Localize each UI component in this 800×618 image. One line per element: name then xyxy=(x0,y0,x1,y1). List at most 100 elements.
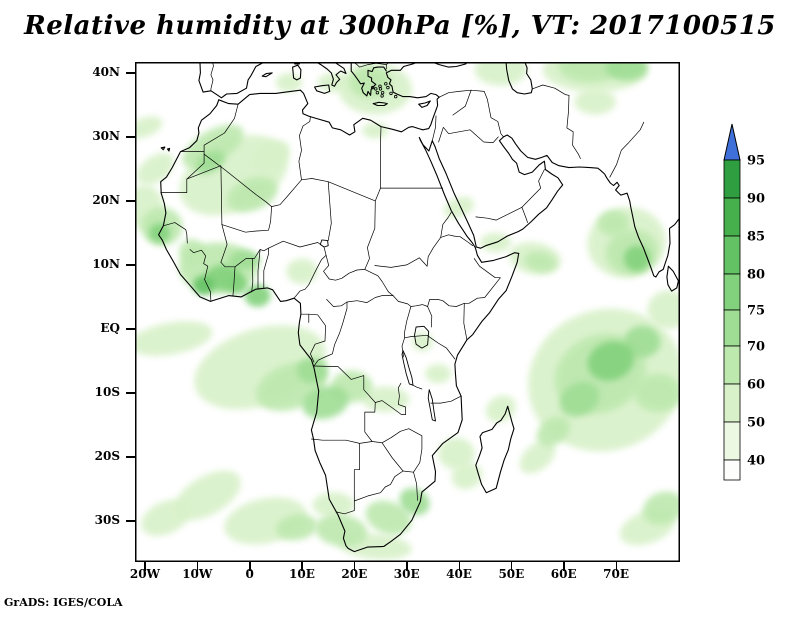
country-border xyxy=(426,334,456,360)
humidity-region xyxy=(135,116,163,139)
humidity-region xyxy=(624,325,661,358)
colorbar-label: 75 xyxy=(747,304,765,319)
y-axis-label: 10N xyxy=(92,256,120,271)
humidity-region xyxy=(597,210,630,237)
x-axis-tickmark xyxy=(458,562,461,571)
y-axis-tickmark xyxy=(126,72,135,74)
country-border xyxy=(220,224,228,263)
country-border xyxy=(181,103,239,152)
x-axis-tickmark xyxy=(144,562,146,571)
humidity-region xyxy=(647,290,680,329)
coastline xyxy=(418,100,431,108)
humidity-region xyxy=(312,492,355,518)
humidity-region xyxy=(451,462,483,490)
humidity-region xyxy=(182,124,244,169)
country-border xyxy=(463,302,468,341)
humidity-region xyxy=(519,440,556,474)
humidity-region xyxy=(634,373,680,413)
y-axis-label: 20N xyxy=(92,192,120,207)
country-border xyxy=(427,306,433,328)
country-border xyxy=(323,254,366,281)
island xyxy=(380,91,385,95)
humidity-region xyxy=(559,381,600,417)
coastline xyxy=(372,101,388,107)
country-border xyxy=(404,334,428,339)
island xyxy=(389,91,393,96)
humidity-shading xyxy=(135,62,680,560)
humidity-region xyxy=(136,152,175,185)
country-border xyxy=(353,470,404,502)
humidity-region xyxy=(193,275,215,295)
humidity-region xyxy=(623,245,651,272)
humidity-region xyxy=(642,491,680,525)
y-axis-label: 10S xyxy=(94,384,120,399)
x-axis-label: 20E xyxy=(341,567,368,581)
country-border xyxy=(204,279,212,302)
country-border xyxy=(463,258,501,304)
y-axis-tickmark xyxy=(126,520,135,522)
x-axis-label: 20W xyxy=(129,567,161,581)
humidity-region xyxy=(179,239,206,265)
country-border xyxy=(609,121,645,178)
coastline xyxy=(292,64,302,81)
x-axis-label: 10W xyxy=(182,567,213,581)
country-border xyxy=(438,89,485,98)
x-axis-label: 40E xyxy=(446,567,472,581)
humidity-region xyxy=(574,88,617,115)
x-axis-tickmark xyxy=(301,562,303,571)
x-axis-label: 30E xyxy=(393,567,420,581)
country-border xyxy=(483,91,504,138)
country-border xyxy=(452,89,472,116)
humidity-region xyxy=(275,72,302,93)
country-border xyxy=(210,62,214,92)
colorbar-segment xyxy=(723,459,741,481)
colorbar-segment xyxy=(723,273,741,311)
coastline xyxy=(166,147,171,152)
africa-map xyxy=(135,62,680,562)
y-axis-tickmark xyxy=(126,200,135,202)
island xyxy=(375,91,380,95)
x-axis-tickmark xyxy=(510,562,513,571)
humidity-region xyxy=(174,470,241,521)
y-axis-label: 30N xyxy=(92,128,120,143)
lake-outline xyxy=(427,389,436,422)
colorbar-segment xyxy=(723,309,741,347)
country-border xyxy=(521,206,528,223)
colorbar: 95 90 85 80 75 70 60 50 40 xyxy=(723,123,765,481)
humidity-region xyxy=(362,386,410,413)
humidity-region xyxy=(135,321,213,356)
x-axis-label: 50E xyxy=(498,567,525,581)
country-border xyxy=(381,428,410,444)
country-border xyxy=(162,222,188,244)
coastline xyxy=(314,84,331,94)
x-axis-label: 10E xyxy=(289,567,315,581)
country-border xyxy=(431,115,437,142)
country-border xyxy=(521,169,545,208)
y-axis-label: 30S xyxy=(94,512,120,527)
country-border xyxy=(566,94,581,159)
humidity-region xyxy=(524,251,556,272)
island xyxy=(384,82,388,86)
colorbar-label: 50 xyxy=(747,416,765,431)
y-axis-tickmark xyxy=(126,136,135,138)
coastline xyxy=(261,72,273,78)
country-border xyxy=(364,382,406,444)
island xyxy=(374,87,378,91)
humidity-region xyxy=(296,357,329,384)
humidity-region xyxy=(474,62,528,86)
humidity-region xyxy=(536,416,570,447)
country-border xyxy=(311,438,373,444)
humidity-region xyxy=(315,514,368,547)
coastline xyxy=(505,62,533,95)
x-axis-tickmark xyxy=(353,562,356,571)
country-border xyxy=(326,295,394,307)
coastline xyxy=(198,62,265,99)
map-frame xyxy=(135,62,680,562)
colorbar-label: 60 xyxy=(747,378,765,393)
island xyxy=(378,84,382,88)
humidity-region xyxy=(425,364,452,384)
y-axis-tickmark xyxy=(126,392,135,394)
humidity-region xyxy=(227,176,278,213)
country-border xyxy=(203,153,272,207)
country-border xyxy=(352,62,387,68)
